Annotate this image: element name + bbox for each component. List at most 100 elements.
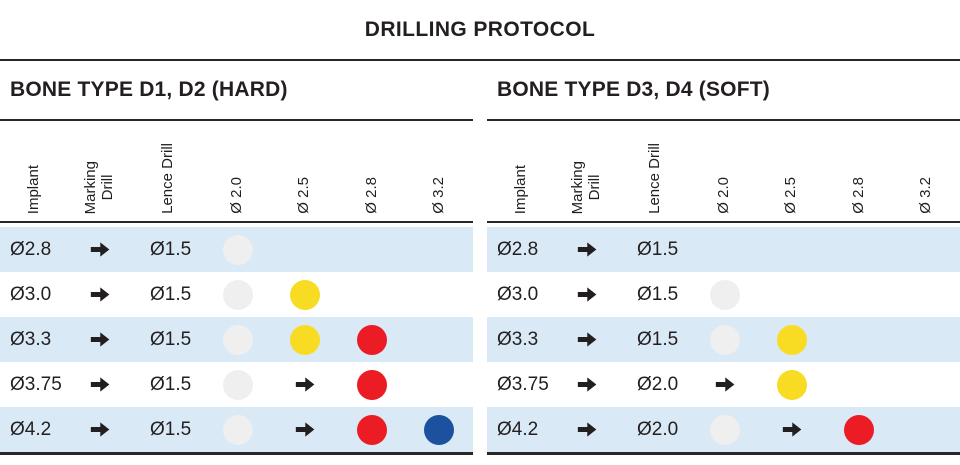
- column-header-label: Implant: [511, 164, 529, 214]
- column-header-lence-drill: Lence Drill: [132, 121, 204, 221]
- empty-cell: [758, 227, 825, 272]
- drill-dot-cell: [339, 317, 406, 362]
- drill-step-arrow-cell: [271, 407, 338, 452]
- empty-cell: [406, 227, 473, 272]
- empty-cell: [826, 272, 893, 317]
- drill-dot-gray: [222, 324, 253, 355]
- section-heading-text: BONE TYPE D1, D2 (HARD): [10, 78, 288, 101]
- empty-cell: [406, 362, 473, 407]
- table-row: Ø2.8 Ø1.5: [487, 227, 960, 272]
- column-header-label: Ø 2.0: [715, 177, 733, 214]
- arrow-icon: [90, 377, 110, 392]
- empty-cell: [826, 227, 893, 272]
- column-header-label: Marking Drill: [569, 160, 603, 214]
- drill-dot-cell: [758, 362, 825, 407]
- empty-cell: [826, 362, 893, 407]
- implant-diameter: Ø2.8: [497, 238, 539, 260]
- empty-cell: [339, 227, 406, 272]
- column-header-label: Marking Drill: [82, 160, 116, 214]
- lence-drill-diameter: Ø1.5: [150, 373, 192, 395]
- implant-diameter: Ø3.75: [497, 373, 549, 395]
- table-bone-soft: BONE TYPE D3, D4 (SOFT) Implant Marking …: [487, 61, 960, 455]
- empty-cell: [893, 317, 960, 362]
- lence-drill-diameter: Ø2.0: [637, 373, 679, 395]
- drill-dot-yellow: [289, 279, 320, 310]
- drill-dot-red: [357, 369, 388, 400]
- empty-cell: [893, 362, 960, 407]
- arrow-icon: [577, 377, 597, 392]
- drill-dot-cell: [691, 317, 758, 362]
- lence-drill-diameter: Ø1.5: [637, 283, 679, 305]
- empty-cell: [406, 272, 473, 317]
- table-row: Ø3.3 Ø1.5: [0, 317, 473, 362]
- marking-drill-cell: [68, 407, 132, 452]
- column-header-label: Ø 2.5: [295, 177, 313, 214]
- arrow-icon: [715, 377, 734, 392]
- drill-dot-gray: [222, 279, 253, 310]
- column-header-implant: Implant: [0, 121, 68, 221]
- drill-dot-cell: [339, 362, 406, 407]
- column-header-d28: Ø 2.8: [826, 121, 893, 221]
- drill-dot-yellow: [776, 324, 807, 355]
- title-bar: DRILLING PROTOCOL: [0, 0, 960, 61]
- drill-step-arrow-cell: [271, 362, 338, 407]
- empty-cell: [758, 272, 825, 317]
- arrow-icon: [577, 242, 597, 257]
- column-header-d25: Ø 2.5: [271, 121, 338, 221]
- arrow-icon: [90, 332, 110, 347]
- column-header-label: Lence Drill: [645, 143, 663, 214]
- empty-cell: [893, 227, 960, 272]
- column-header-label: Implant: [24, 164, 42, 214]
- drill-dot-cell: [691, 272, 758, 317]
- drill-step-arrow-cell: [758, 407, 825, 452]
- arrow-icon: [577, 287, 597, 302]
- column-header-d25: Ø 2.5: [758, 121, 825, 221]
- drill-dot-yellow: [776, 369, 807, 400]
- marking-drill-cell: [555, 317, 619, 362]
- column-header-label: Lence Drill: [158, 143, 176, 214]
- column-header-d32: Ø 3.2: [893, 121, 960, 221]
- marking-drill-cell: [68, 272, 132, 317]
- drill-dot-cell: [204, 362, 271, 407]
- implant-diameter: Ø3.0: [497, 283, 539, 305]
- table-body: Ø2.8 Ø1.5 Ø3.0 Ø1.5 Ø3.3 Ø1.5 Ø3.75 Ø1.5 Ø4.2 Ø1.…: [0, 223, 473, 455]
- lence-drill-diameter: Ø1.5: [150, 328, 192, 350]
- drill-dot-red: [357, 324, 388, 355]
- section-heading-soft: BONE TYPE D3, D4 (SOFT): [487, 61, 960, 121]
- drill-dot-gray: [222, 369, 253, 400]
- page-title: DRILLING PROTOCOL: [364, 17, 596, 41]
- table-row: Ø4.2 Ø1.5: [0, 407, 473, 452]
- drill-dot-cell: [691, 407, 758, 452]
- marking-drill-cell: [68, 227, 132, 272]
- arrow-icon: [90, 422, 110, 437]
- implant-diameter: Ø3.75: [10, 373, 62, 395]
- drill-dot-gray: [709, 414, 740, 445]
- section-heading-hard: BONE TYPE D1, D2 (HARD): [0, 61, 473, 121]
- drill-dot-cell: [204, 407, 271, 452]
- drill-dot-cell: [758, 317, 825, 362]
- empty-cell: [271, 227, 338, 272]
- table-row: Ø3.3 Ø1.5: [487, 317, 960, 362]
- lence-drill-diameter: Ø2.0: [637, 418, 679, 440]
- arrow-icon: [577, 422, 597, 437]
- marking-drill-cell: [68, 317, 132, 362]
- column-header-implant: Implant: [487, 121, 555, 221]
- implant-diameter: Ø4.2: [10, 418, 52, 440]
- drill-dot-gray: [709, 279, 740, 310]
- table-row: Ø3.0 Ø1.5: [487, 272, 960, 317]
- drill-dot-yellow: [289, 324, 320, 355]
- marking-drill-cell: [555, 362, 619, 407]
- column-header-lence-drill: Lence Drill: [619, 121, 691, 221]
- column-header-d20: Ø 2.0: [204, 121, 271, 221]
- table-row: Ø3.75 Ø2.0: [487, 362, 960, 407]
- drill-dot-red: [844, 414, 875, 445]
- column-header-marking-drill: Marking Drill: [68, 121, 132, 221]
- marking-drill-cell: [555, 407, 619, 452]
- empty-cell: [691, 227, 758, 272]
- table-row: Ø4.2 Ø2.0: [487, 407, 960, 452]
- arrow-icon: [295, 422, 315, 437]
- arrow-icon: [782, 422, 802, 437]
- drill-dot-cell: [204, 272, 271, 317]
- drill-dot-cell: [204, 227, 271, 272]
